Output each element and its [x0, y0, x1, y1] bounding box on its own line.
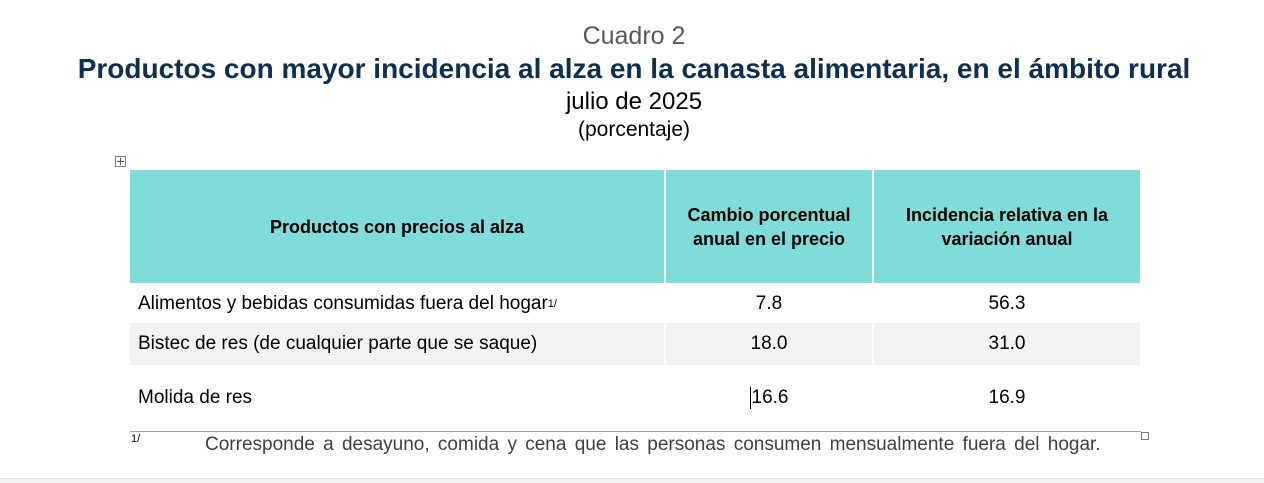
page-bottom-edge: [0, 478, 1264, 483]
table-units: (porcentaje): [577, 118, 691, 141]
data-table: Productos con precios al alza Cambio por…: [130, 170, 1140, 431]
table-row: Bistec de res (de cualquier parte que se…: [130, 323, 1140, 365]
table-header-row: Productos con precios al alza Cambio por…: [130, 170, 1140, 283]
incidence-cell[interactable]: 56.3: [872, 283, 1140, 323]
column-header-product: Productos con precios al alza: [130, 170, 664, 283]
column-header-incidence: Incidencia relativa en la variación anua…: [872, 170, 1140, 283]
incidence-cell[interactable]: 31.0: [872, 323, 1140, 365]
product-cell[interactable]: Molida de res: [130, 365, 664, 431]
table-bottom-rule: [130, 431, 1141, 432]
product-name: Alimentos y bebidas consumidas fuera del…: [138, 293, 548, 314]
footnote-text: Corresponde a desayuno, comida y cena qu…: [205, 434, 1101, 455]
change-cell[interactable]: 7.8: [664, 283, 872, 323]
change-value: 16.6: [751, 387, 789, 408]
table-row: Alimentos y bebidas consumidas fuera del…: [130, 283, 1140, 323]
change-cell[interactable]: 18.0: [664, 323, 872, 365]
table-row: Molida de res 16.6 16.9: [130, 365, 1140, 431]
table-period: julio de 2025: [565, 88, 703, 115]
incidence-cell[interactable]: 16.9: [872, 365, 1140, 431]
change-cell[interactable]: 16.6: [664, 365, 872, 431]
product-cell[interactable]: Alimentos y bebidas consumidas fuera del…: [138, 293, 557, 314]
table-title: Productos con mayor incidencia al alza e…: [77, 53, 1191, 84]
product-cell[interactable]: Bistec de res (de cualquier parte que se…: [130, 323, 664, 365]
column-header-change: Cambio porcentual anual en el precio: [664, 170, 872, 283]
table-move-handle-icon[interactable]: [115, 156, 126, 167]
product-name: Bistec de res (de cualquier parte que se…: [138, 333, 538, 354]
table-resize-handle-icon[interactable]: [1141, 432, 1149, 440]
text-cursor: [749, 387, 751, 409]
footnote-mark: 1/: [131, 433, 141, 445]
table-number: Cuadro 2: [582, 22, 686, 50]
product-name: Molida de res: [138, 387, 253, 408]
